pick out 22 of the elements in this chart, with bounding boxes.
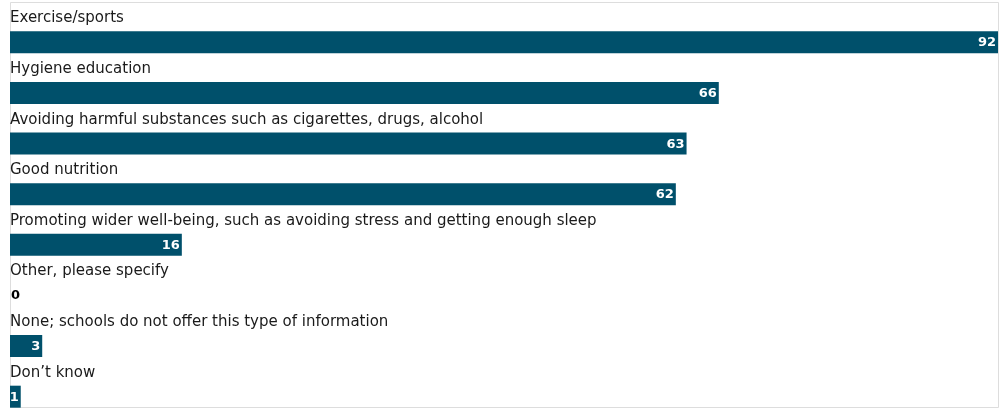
y-tick-label: Good nutrition bbox=[10, 160, 119, 179]
y-tick-label: Promoting wider well-being, such as avoiding stress and getting enough sleep bbox=[10, 210, 597, 229]
data-label: 92 bbox=[977, 34, 996, 50]
y-tick-label: Don’t know bbox=[10, 362, 96, 381]
bar bbox=[10, 335, 43, 358]
y-tick-label: Exercise/sports bbox=[10, 8, 125, 27]
bar bbox=[10, 233, 182, 256]
y-tick-label: Other, please specify bbox=[10, 261, 170, 280]
data-label: 62 bbox=[655, 186, 674, 202]
data-label: 3 bbox=[31, 338, 41, 354]
data-label: 1 bbox=[9, 388, 19, 404]
data-label: 0 bbox=[11, 287, 21, 303]
y-tick-label: None; schools do not offer this type of information bbox=[10, 312, 389, 331]
bar bbox=[10, 132, 687, 155]
data-label: 16 bbox=[161, 236, 180, 252]
y-tick-label: Avoiding harmful substances such as cigarettes, drugs, alcohol bbox=[10, 109, 484, 128]
bar bbox=[10, 81, 719, 104]
data-label: 66 bbox=[698, 84, 717, 100]
data-label: 63 bbox=[666, 135, 685, 151]
bar bbox=[10, 31, 998, 54]
bar bbox=[10, 183, 676, 206]
y-tick-label: Hygiene education bbox=[10, 58, 152, 77]
